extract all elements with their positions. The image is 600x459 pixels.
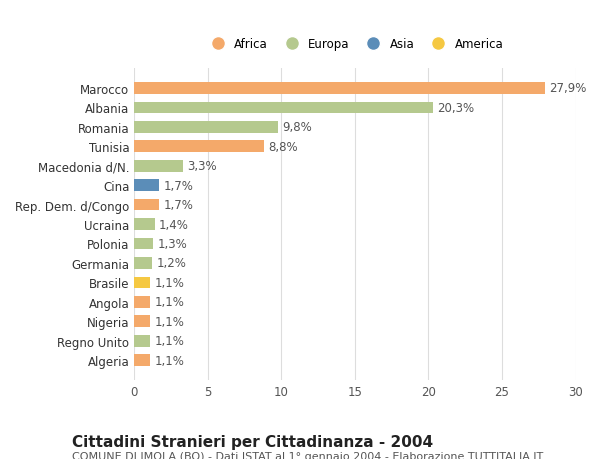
Text: 3,3%: 3,3%	[187, 160, 217, 173]
Text: 1,1%: 1,1%	[155, 315, 185, 328]
Bar	[134, 102, 433, 114]
Bar	[134, 219, 155, 230]
Bar	[134, 297, 150, 308]
Bar	[134, 277, 150, 289]
Bar	[134, 238, 153, 250]
Bar	[134, 83, 545, 95]
Text: 1,1%: 1,1%	[155, 296, 185, 308]
Text: COMUNE DI IMOLA (BO) - Dati ISTAT al 1° gennaio 2004 - Elaborazione TUTTITALIA.I: COMUNE DI IMOLA (BO) - Dati ISTAT al 1° …	[72, 451, 543, 459]
Bar	[134, 257, 152, 269]
Text: 20,3%: 20,3%	[437, 102, 475, 115]
Legend: Africa, Europa, Asia, America: Africa, Europa, Asia, America	[203, 34, 507, 54]
Bar	[134, 141, 263, 153]
Text: 1,1%: 1,1%	[155, 276, 185, 289]
Text: 1,7%: 1,7%	[164, 179, 193, 192]
Bar	[134, 161, 182, 172]
Text: 1,2%: 1,2%	[156, 257, 186, 270]
Text: 1,1%: 1,1%	[155, 354, 185, 367]
Text: 1,4%: 1,4%	[159, 218, 189, 231]
Bar	[134, 199, 159, 211]
Bar	[134, 335, 150, 347]
Text: 9,8%: 9,8%	[283, 121, 313, 134]
Text: 8,8%: 8,8%	[268, 140, 298, 153]
Text: 1,3%: 1,3%	[158, 237, 187, 251]
Text: 1,1%: 1,1%	[155, 335, 185, 347]
Bar	[134, 316, 150, 327]
Text: Cittadini Stranieri per Cittadinanza - 2004: Cittadini Stranieri per Cittadinanza - 2…	[72, 434, 433, 449]
Bar	[134, 122, 278, 134]
Text: 1,7%: 1,7%	[164, 199, 193, 212]
Bar	[134, 180, 159, 191]
Text: 27,9%: 27,9%	[549, 82, 586, 95]
Bar	[134, 354, 150, 366]
